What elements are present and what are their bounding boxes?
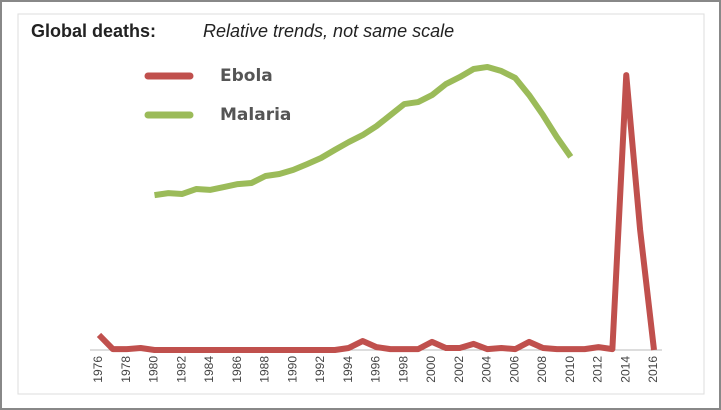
- x-tick-label: 1998: [396, 356, 410, 383]
- series-line: [96, 72, 657, 353]
- x-tick-label: 2012: [591, 356, 605, 383]
- chart-subtitle: Relative trends, not same scale: [203, 21, 454, 41]
- x-tick-label: 2004: [480, 356, 494, 383]
- x-tick-label: 1980: [147, 356, 161, 383]
- x-tick-label: 1994: [341, 356, 355, 383]
- x-tick-label: 1992: [313, 356, 327, 383]
- x-tick-label: 1996: [369, 356, 383, 383]
- plot-frame: [17, 13, 705, 395]
- legend-label: Malaria: [220, 105, 291, 125]
- x-tick-label: 1982: [174, 356, 188, 383]
- x-tick-label: 2000: [424, 356, 438, 383]
- x-tick-label: 1986: [230, 356, 244, 383]
- x-tick-label: 1990: [285, 356, 299, 383]
- x-tick-label: 2008: [535, 356, 549, 383]
- x-tick-label: 1988: [258, 356, 272, 383]
- x-tick-label: 2010: [563, 356, 577, 383]
- x-tick-label: 1976: [91, 356, 105, 383]
- x-tick-label: 1978: [119, 356, 133, 383]
- chart-title: Global deaths:: [31, 21, 156, 41]
- x-tick-label: 1984: [202, 356, 216, 383]
- legend-label: Ebola: [220, 66, 273, 86]
- series-line: [154, 63, 574, 199]
- x-tick-label: 2014: [618, 356, 632, 383]
- x-tick-label: 2016: [646, 356, 660, 383]
- x-tick-label: 2006: [507, 356, 521, 383]
- x-tick-label: 2002: [452, 356, 466, 383]
